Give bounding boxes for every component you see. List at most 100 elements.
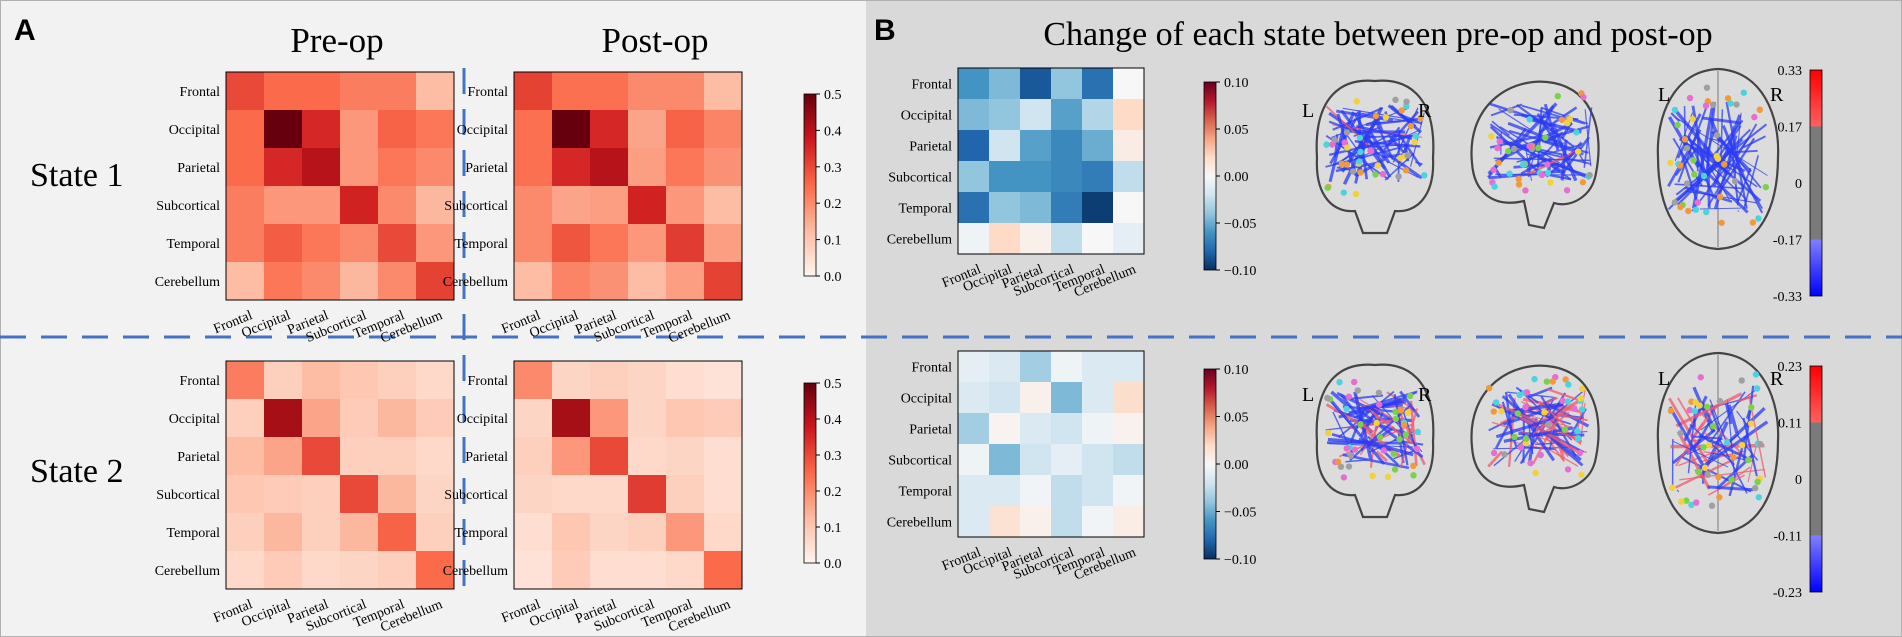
heatmap-cell	[1113, 413, 1145, 445]
heatmap-cell	[302, 399, 341, 438]
heatmap-cell	[590, 72, 629, 111]
heatmap-cell	[1113, 192, 1145, 224]
heatmap-cell	[590, 262, 629, 301]
heatmap-cell	[340, 513, 379, 552]
y-tick-label: Parietal	[909, 140, 952, 155]
connectome-edge	[1584, 109, 1592, 167]
connectome-edge	[1727, 404, 1739, 434]
heatmap-cell	[628, 110, 667, 149]
y-tick-label: Frontal	[468, 374, 509, 389]
heatmap-cell	[704, 72, 743, 111]
heatmap-cell	[416, 437, 455, 476]
heatmap-cell	[416, 361, 455, 400]
connectome-node	[1688, 501, 1695, 509]
heatmap-cell	[958, 475, 990, 507]
connectome-edge	[1701, 116, 1741, 125]
connectome-node	[1701, 464, 1709, 471]
heatmap-cell	[628, 186, 667, 225]
heatmap-cell	[1051, 223, 1083, 255]
heatmap-cell	[1113, 444, 1145, 476]
y-tick-label: Cerebellum	[443, 275, 508, 290]
connectome-node	[1340, 474, 1348, 481]
heatmap-cell	[302, 224, 341, 263]
connectome-node	[1755, 494, 1763, 501]
heatmap-cell	[1082, 68, 1114, 100]
colorbar-tick-label: 0.10	[1224, 76, 1249, 91]
connectome-node	[1356, 158, 1363, 165]
connectome-node	[1535, 144, 1542, 152]
heatmap-cell	[378, 72, 417, 111]
heatmap-cell	[552, 513, 591, 552]
connectome-node	[1700, 172, 1708, 180]
heatmap-cell	[264, 399, 303, 438]
connectome-edge	[1707, 474, 1745, 496]
connectome-node	[1573, 129, 1580, 136]
heatmap-cell	[989, 99, 1021, 131]
connectome-node	[1730, 453, 1737, 461]
connectome-node	[1392, 415, 1399, 423]
connectome-node	[1374, 162, 1382, 169]
heatmap-cell	[1020, 382, 1052, 414]
heatmap-cell	[378, 513, 417, 552]
colorbar-tick-label: −0.05	[1224, 217, 1256, 232]
heatmap-cell	[226, 224, 265, 263]
connectome-edge	[1554, 431, 1588, 435]
left-hemisphere-label: L	[1302, 100, 1314, 122]
heatmap-cell	[1051, 192, 1083, 224]
connectome-node	[1343, 405, 1350, 412]
heatmap-cell	[552, 437, 591, 476]
connectome-node	[1490, 449, 1498, 457]
heatmap-cell	[226, 399, 265, 438]
connectome-edge	[1487, 450, 1503, 468]
y-tick-label: Temporal	[455, 526, 509, 541]
connectome-node	[1340, 189, 1347, 196]
connectome-node	[1692, 399, 1699, 406]
heatmap-cell	[514, 399, 553, 438]
connectome-node	[1751, 113, 1758, 121]
y-tick-label: Temporal	[167, 237, 221, 252]
heatmap-cell	[226, 262, 265, 301]
connectome-node	[1716, 494, 1723, 501]
connectome-edge	[1358, 437, 1414, 457]
column-title-post-op: Post-op	[602, 21, 709, 60]
heatmap-cell	[590, 361, 629, 400]
heatmap-cell	[302, 148, 341, 187]
heatmap-cell	[264, 148, 303, 187]
heatmap-cell	[264, 551, 303, 590]
heatmap-cell	[1020, 68, 1052, 100]
connectome-node	[1708, 502, 1716, 509]
heatmap-cell	[628, 475, 667, 514]
connectome-node	[1755, 215, 1762, 222]
connectome-node	[1506, 170, 1513, 177]
y-tick-label: Temporal	[899, 485, 953, 500]
connectome-node	[1490, 408, 1497, 415]
y-tick-label: Temporal	[167, 526, 221, 541]
connectome-node	[1515, 175, 1522, 183]
connectome-edge	[1502, 402, 1565, 426]
connectome-node	[1685, 207, 1692, 215]
connectome-edge	[1520, 113, 1553, 127]
colorbar-tick-label: 0.5	[824, 88, 842, 103]
colorbar-tick-label: 0.0	[824, 270, 842, 285]
connectome-edge	[1409, 400, 1418, 466]
connectome-node	[1375, 401, 1383, 408]
connectome-node	[1547, 179, 1554, 186]
connectome-node	[1400, 421, 1408, 429]
connectome-node	[1382, 114, 1390, 121]
heatmap-cell	[552, 110, 591, 149]
colorbar-tick-label: 0.00	[1224, 170, 1249, 185]
colorbar-tick-label: 0.2	[824, 485, 842, 500]
heatmap-cell	[1113, 68, 1145, 100]
heatmap-cell	[1051, 99, 1083, 131]
heatmap-cell	[340, 437, 379, 476]
heatmap-cell	[590, 399, 629, 438]
y-tick-label: Parietal	[465, 161, 508, 176]
heatmap-cell	[989, 506, 1021, 538]
connectome-node	[1713, 131, 1721, 139]
y-tick-label: Cerebellum	[155, 564, 220, 579]
connectome-node	[1356, 134, 1364, 141]
y-tick-label: Parietal	[177, 450, 220, 465]
connectome-node	[1738, 377, 1745, 384]
heatmap-cell	[958, 413, 990, 445]
connectome-edge	[1707, 485, 1754, 492]
